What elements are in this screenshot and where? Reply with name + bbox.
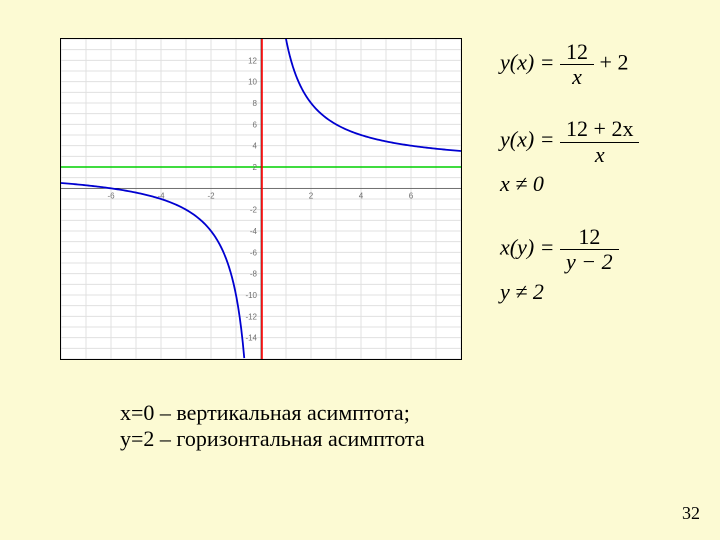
svg-text:12: 12 (248, 56, 257, 65)
eq1-num: 12 (560, 40, 594, 65)
svg-text:-12: -12 (245, 312, 257, 321)
svg-text:-10: -10 (245, 291, 257, 300)
svg-text:-4: -4 (250, 227, 258, 236)
svg-text:-14: -14 (245, 334, 257, 343)
svg-text:4: 4 (359, 191, 364, 200)
eq1-den: x (572, 64, 582, 89)
eq2-cond: x ≠ 0 (500, 171, 544, 196)
equations-panel: y(x) = 12 x + 2 y(x) = 12 + 2x x x ≠ 0 x… (500, 40, 639, 333)
eq3-den: y − 2 (566, 249, 613, 274)
eq3-num: 12 (560, 225, 619, 250)
equation-3: x(y) = 12 y − 2 y ≠ 2 (500, 225, 639, 305)
eq2-lhs: y(x) = (500, 127, 560, 152)
svg-text:-8: -8 (250, 270, 258, 279)
svg-text:8: 8 (253, 99, 258, 108)
equation-1: y(x) = 12 x + 2 (500, 40, 639, 89)
svg-text:2: 2 (309, 191, 314, 200)
eq3-lhs: x(y) = (500, 235, 560, 260)
eq3-cond: y ≠ 2 (500, 279, 544, 304)
page-number: 32 (682, 503, 700, 524)
svg-text:6: 6 (253, 120, 258, 129)
eq2-num: 12 + 2x (560, 117, 639, 142)
equation-2: y(x) = 12 + 2x x x ≠ 0 (500, 117, 639, 197)
caption-line1: x=0 – вертикальная асимптота; (120, 400, 425, 426)
svg-text:2: 2 (253, 163, 258, 172)
caption: x=0 – вертикальная асимптота; y=2 – гори… (120, 400, 425, 452)
svg-text:-2: -2 (250, 206, 258, 215)
svg-text:4: 4 (253, 142, 258, 151)
graph-svg: -6-4-2246-14-12-10-8-6-4-224681012 (61, 39, 461, 359)
svg-text:10: 10 (248, 78, 257, 87)
eq2-den: x (595, 142, 605, 167)
caption-line2: y=2 – горизонтальная асимптота (120, 426, 425, 452)
graph-panel: -6-4-2246-14-12-10-8-6-4-224681012 (60, 38, 462, 360)
svg-text:-2: -2 (207, 191, 215, 200)
svg-text:6: 6 (409, 191, 414, 200)
eq1-plus: + 2 (600, 50, 629, 75)
svg-text:-6: -6 (250, 248, 258, 257)
eq1-lhs: y(x) = (500, 50, 560, 75)
svg-text:-6: -6 (107, 191, 115, 200)
